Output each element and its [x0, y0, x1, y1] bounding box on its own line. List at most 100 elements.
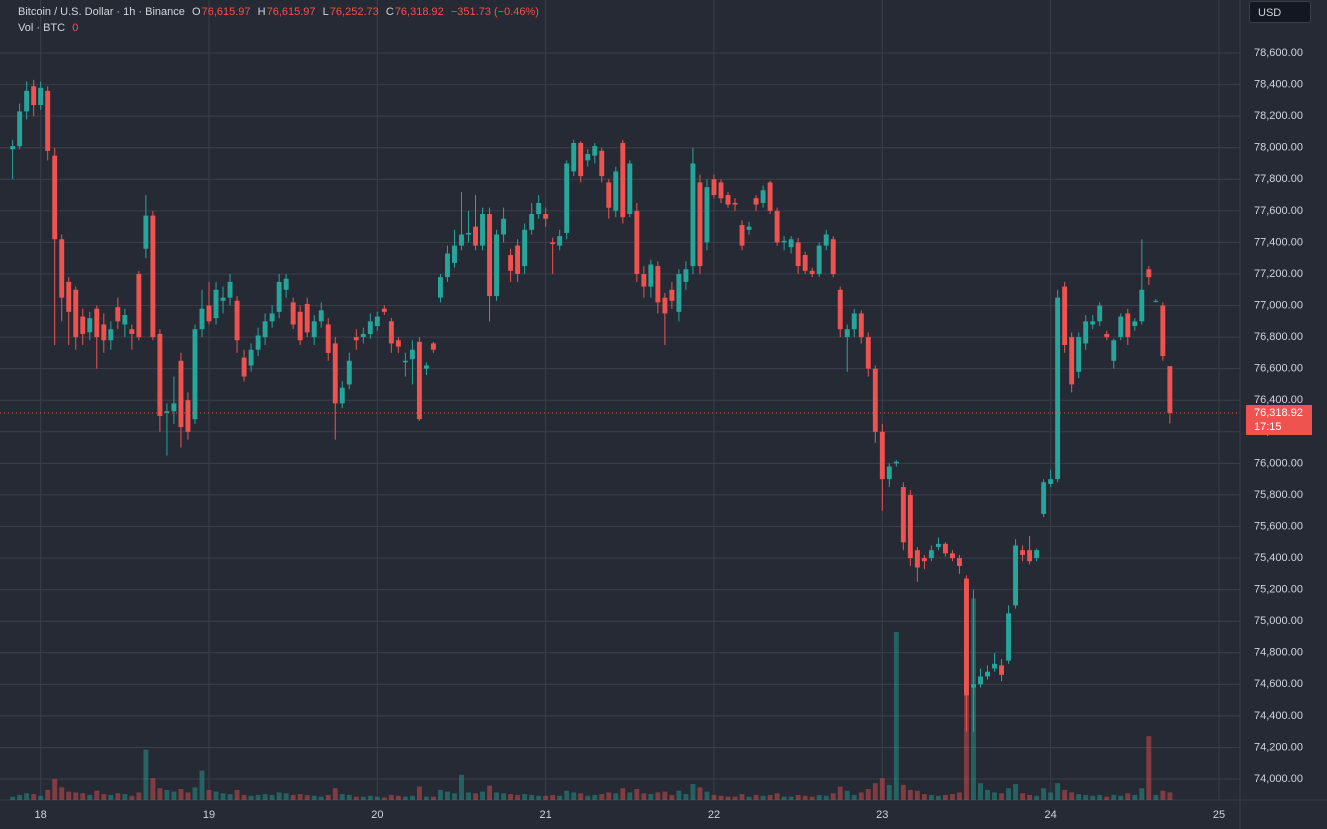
- candle-body: [45, 90, 51, 151]
- volume-bar: [592, 794, 598, 800]
- volume-bar: [459, 774, 464, 800]
- volume-bar: [648, 794, 654, 800]
- candle-body: [788, 239, 794, 248]
- candle-body: [529, 214, 535, 230]
- candle-body: [634, 210, 640, 274]
- volume-bar: [430, 796, 436, 800]
- candle-body: [136, 273, 142, 338]
- candle-body: [676, 273, 682, 312]
- candle-body: [325, 324, 331, 353]
- volume-bar: [704, 791, 710, 800]
- x-tick-label: 24: [1045, 809, 1057, 821]
- candle-body: [430, 343, 436, 350]
- volume-bar: [108, 794, 114, 800]
- volume-bar: [283, 793, 289, 800]
- volume-bar: [564, 790, 570, 800]
- y-tick-label: 75,800.00: [1254, 489, 1303, 501]
- candle-body: [536, 202, 542, 215]
- volume-bar: [767, 794, 773, 800]
- candle-body: [1083, 321, 1089, 344]
- currency-button[interactable]: USD: [1249, 1, 1311, 23]
- candle-body: [809, 270, 815, 274]
- volume-bar: [964, 690, 969, 800]
- candle-body: [753, 198, 759, 205]
- candle-body: [690, 163, 696, 267]
- volume-bar: [1069, 792, 1075, 800]
- volume-bar: [697, 787, 703, 800]
- candle-body: [332, 343, 338, 404]
- volume-bar: [290, 794, 296, 800]
- candle-body: [466, 232, 471, 235]
- volume-bar: [416, 786, 422, 800]
- candle-body: [395, 340, 401, 347]
- volume-bar: [711, 794, 717, 800]
- volume-bar: [830, 793, 836, 800]
- volume-bar: [1167, 792, 1173, 800]
- candle-body: [1020, 550, 1026, 555]
- candle-body: [220, 297, 226, 301]
- candle-body: [339, 387, 345, 404]
- x-tick-label: 20: [371, 809, 383, 821]
- volume-bar: [985, 789, 990, 800]
- candle-body: [227, 281, 233, 298]
- volume-bar: [45, 789, 51, 800]
- candle-body: [1069, 337, 1075, 385]
- volume-bar: [1118, 795, 1124, 800]
- ohlc-key: C: [385, 6, 394, 18]
- volume-bar: [753, 794, 759, 800]
- candle-body: [865, 337, 871, 369]
- volume-bar: [886, 784, 892, 800]
- candle-body: [1041, 482, 1047, 514]
- candle-body: [718, 182, 724, 199]
- volume-bar: [1055, 783, 1061, 800]
- volume-bar: [80, 793, 86, 800]
- volume-bar: [1013, 784, 1019, 800]
- candle-body: [802, 255, 808, 271]
- y-tick-label: 75,400.00: [1254, 552, 1303, 564]
- volume-bar: [809, 796, 815, 800]
- volume-bar: [1048, 792, 1054, 800]
- volume-bar: [543, 795, 549, 800]
- volume-bar: [360, 796, 366, 800]
- candle-body: [1125, 313, 1131, 338]
- volume-bar: [494, 792, 500, 800]
- volume-bar: [1062, 789, 1068, 800]
- volume-bar: [858, 792, 864, 800]
- candle-body: [473, 226, 478, 246]
- y-tick-label: 77,600.00: [1254, 205, 1303, 217]
- candle-body: [760, 190, 766, 203]
- candle-body: [248, 349, 254, 366]
- x-tick-label: 22: [708, 809, 720, 821]
- legend-row: Bitcoin / U.S. Dollar · 1h · Binance O76…: [18, 4, 540, 20]
- y-tick-label: 76,800.00: [1254, 331, 1303, 343]
- volume-bar: [220, 793, 226, 800]
- volume-bar: [192, 787, 198, 800]
- candle-body: [283, 278, 289, 290]
- volume-bar: [823, 795, 829, 800]
- volume-bar: [346, 794, 352, 800]
- candle-body: [732, 202, 738, 205]
- candle-body: [781, 240, 787, 243]
- volume-bar: [732, 796, 738, 800]
- candle-body: [185, 400, 191, 432]
- volume-bar: [627, 792, 633, 800]
- candle-body: [480, 214, 485, 246]
- candle-body: [38, 87, 44, 106]
- volume-bar: [942, 794, 948, 800]
- volume-bar: [774, 793, 780, 800]
- volume-bar: [1083, 794, 1089, 800]
- volume-bar: [234, 789, 240, 800]
- candle-body: [157, 333, 163, 417]
- x-tick-label: 18: [35, 809, 47, 821]
- countdown: 17:15: [1254, 421, 1282, 434]
- volume-bar: [599, 794, 605, 800]
- volume-bar: [374, 796, 380, 800]
- volume-bar: [487, 785, 493, 800]
- volume-bar: [276, 792, 282, 800]
- y-tick-label: 78,000.00: [1254, 142, 1303, 154]
- volume-bar: [928, 794, 934, 800]
- ohlc-value: 76,318.92: [394, 6, 444, 18]
- volume-bar: [844, 790, 850, 800]
- last-price: 76,318.92: [1254, 407, 1303, 420]
- candle-body: [1034, 550, 1040, 559]
